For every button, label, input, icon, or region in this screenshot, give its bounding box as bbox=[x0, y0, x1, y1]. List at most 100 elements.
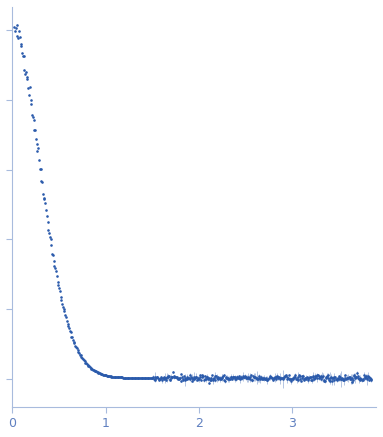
Point bbox=[162, 375, 169, 382]
Point bbox=[183, 375, 189, 382]
Point bbox=[350, 377, 356, 384]
Point bbox=[320, 373, 326, 380]
Point bbox=[249, 376, 255, 383]
Point bbox=[295, 377, 301, 384]
Point bbox=[337, 375, 344, 382]
Point bbox=[109, 373, 115, 380]
Point bbox=[360, 376, 366, 383]
Point bbox=[168, 374, 174, 381]
Point bbox=[232, 374, 238, 381]
Point bbox=[112, 374, 118, 381]
Point bbox=[178, 371, 184, 378]
Point bbox=[193, 374, 199, 381]
Point bbox=[323, 373, 329, 380]
Point bbox=[82, 357, 88, 364]
Point bbox=[42, 200, 48, 207]
Point bbox=[54, 279, 61, 286]
Point bbox=[270, 375, 277, 382]
Point bbox=[260, 374, 267, 381]
Point bbox=[275, 375, 281, 382]
Point bbox=[133, 375, 139, 382]
Point bbox=[267, 374, 273, 381]
Point bbox=[80, 356, 86, 363]
Point bbox=[301, 375, 308, 382]
Point bbox=[131, 375, 137, 382]
Point bbox=[234, 374, 241, 381]
Point bbox=[47, 234, 53, 241]
Point bbox=[41, 194, 47, 201]
Point bbox=[359, 377, 365, 384]
Point bbox=[78, 352, 84, 359]
Point bbox=[118, 374, 124, 381]
Point bbox=[245, 375, 251, 382]
Point bbox=[77, 351, 83, 358]
Point bbox=[368, 377, 375, 384]
Point bbox=[88, 365, 95, 372]
Point bbox=[27, 83, 33, 90]
Point bbox=[309, 372, 316, 379]
Point bbox=[317, 374, 323, 381]
Point bbox=[312, 372, 318, 379]
Point bbox=[227, 375, 233, 382]
Point bbox=[263, 374, 269, 381]
Point bbox=[266, 375, 272, 382]
Point bbox=[139, 375, 145, 382]
Point bbox=[190, 375, 196, 382]
Point bbox=[18, 43, 24, 50]
Point bbox=[155, 376, 162, 383]
Point bbox=[54, 272, 60, 279]
Point bbox=[231, 373, 237, 380]
Point bbox=[107, 373, 113, 380]
Point bbox=[347, 373, 353, 380]
Point bbox=[216, 375, 223, 382]
Point bbox=[208, 375, 214, 382]
Point bbox=[329, 375, 335, 382]
Point bbox=[75, 348, 82, 355]
Point bbox=[345, 375, 351, 382]
Point bbox=[259, 375, 265, 382]
Point bbox=[188, 374, 194, 381]
Point bbox=[223, 374, 229, 381]
Point bbox=[195, 375, 201, 382]
Point bbox=[298, 377, 304, 384]
Point bbox=[128, 374, 134, 381]
Point bbox=[229, 373, 236, 380]
Point bbox=[25, 84, 31, 91]
Point bbox=[303, 375, 309, 382]
Point bbox=[300, 373, 306, 380]
Point bbox=[177, 375, 183, 382]
Point bbox=[101, 371, 108, 378]
Point bbox=[132, 375, 138, 382]
Point bbox=[238, 375, 244, 382]
Point bbox=[293, 375, 299, 382]
Point bbox=[117, 374, 123, 381]
Point bbox=[331, 374, 337, 381]
Point bbox=[222, 378, 228, 385]
Point bbox=[104, 372, 110, 379]
Point bbox=[64, 317, 70, 324]
Point bbox=[334, 376, 340, 383]
Point bbox=[56, 285, 62, 292]
Point bbox=[37, 166, 43, 173]
Point bbox=[311, 376, 317, 383]
Point bbox=[295, 374, 301, 381]
Point bbox=[106, 373, 112, 380]
Point bbox=[251, 374, 257, 381]
Point bbox=[219, 374, 225, 381]
Point bbox=[361, 372, 367, 379]
Point bbox=[186, 375, 192, 382]
Point bbox=[108, 373, 115, 380]
Point bbox=[151, 376, 157, 383]
Point bbox=[44, 218, 51, 225]
Point bbox=[268, 375, 275, 382]
Point bbox=[347, 375, 353, 382]
Point bbox=[187, 375, 193, 382]
Point bbox=[63, 314, 69, 321]
Point bbox=[333, 376, 339, 383]
Point bbox=[256, 375, 262, 382]
Point bbox=[221, 376, 227, 383]
Point bbox=[210, 377, 216, 384]
Point bbox=[180, 375, 187, 382]
Point bbox=[154, 374, 160, 381]
Point bbox=[334, 375, 340, 382]
